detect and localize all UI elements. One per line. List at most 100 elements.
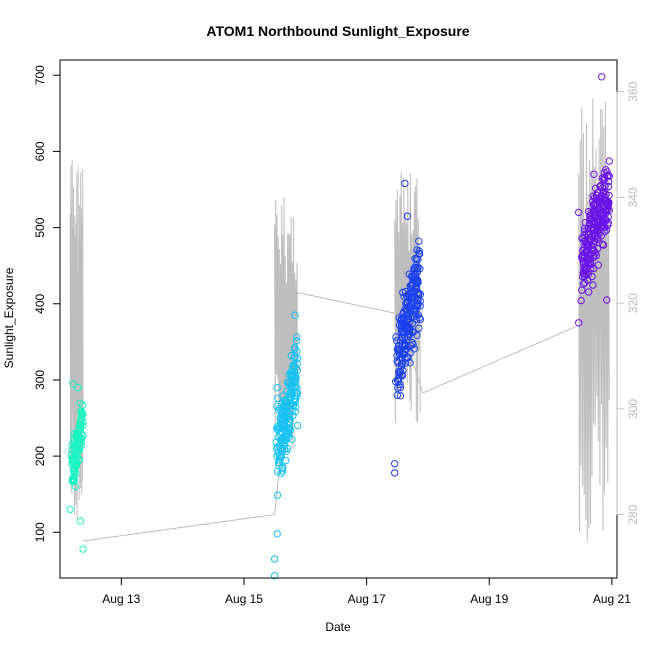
y-tick-label: 700 — [33, 65, 47, 85]
data-point — [415, 324, 423, 332]
data-point — [396, 383, 405, 392]
secondary-line — [82, 291, 582, 542]
y-axis-label: Sunlight_Exposure — [2, 267, 16, 368]
data-point — [594, 261, 602, 269]
secondary-spikes — [274, 196, 299, 454]
data-point — [293, 333, 301, 341]
data-point — [408, 319, 417, 328]
data-point — [600, 215, 609, 223]
x-tick-label: Aug 19 — [470, 592, 508, 606]
data-point — [416, 290, 424, 299]
points-layer — [66, 73, 613, 580]
data-point — [292, 382, 300, 391]
data-point — [292, 337, 301, 345]
data-point — [414, 263, 422, 272]
data-point — [280, 419, 289, 427]
x-tick-label: Aug 15 — [225, 592, 263, 606]
y-tick-label: 300 — [33, 370, 47, 390]
data-point — [71, 482, 80, 491]
data-point — [79, 421, 87, 430]
data-point — [273, 491, 282, 499]
data-point — [285, 429, 293, 437]
data-point — [77, 429, 86, 438]
data-point — [575, 319, 583, 327]
y-tick-label: 200 — [33, 446, 47, 466]
data-point — [416, 265, 424, 273]
data-point — [77, 438, 85, 446]
data-point — [593, 244, 602, 253]
data-point — [391, 469, 399, 477]
secondary-series-layer — [69, 98, 610, 542]
data-point — [292, 374, 300, 382]
data-point — [398, 371, 407, 380]
data-point — [396, 380, 404, 389]
x-tick-label: Aug 13 — [102, 592, 140, 606]
data-point — [588, 272, 596, 281]
data-point — [414, 277, 422, 285]
axes-layer: 100 200 300 400 500 600 700 Aug 13 Aug 15 Aug 17 A… — [33, 65, 640, 606]
data-point — [76, 421, 85, 430]
data-point — [283, 444, 292, 453]
data-point — [270, 572, 279, 580]
data-point — [276, 454, 284, 462]
data-point — [291, 311, 299, 319]
data-point — [75, 443, 84, 452]
data-point — [598, 73, 606, 81]
data-point — [403, 212, 412, 220]
data-point — [286, 425, 294, 433]
data-point — [605, 206, 613, 215]
data-point — [602, 226, 611, 234]
y2-tick-label: 360 — [626, 81, 640, 101]
data-point — [590, 170, 598, 179]
y2-tick-label: 340 — [626, 187, 640, 207]
data-point — [415, 247, 423, 255]
data-point — [589, 281, 597, 289]
data-point — [599, 184, 607, 192]
data-point — [273, 530, 281, 538]
data-point — [593, 232, 601, 240]
data-point — [284, 414, 292, 422]
data-point — [587, 264, 595, 273]
data-point — [293, 347, 301, 355]
data-point — [279, 392, 287, 400]
y-tick-label: 500 — [33, 217, 47, 237]
secondary-spikes — [394, 171, 421, 423]
data-point — [596, 181, 605, 190]
data-point — [76, 399, 85, 407]
data-point — [293, 360, 301, 368]
data-point — [604, 182, 613, 191]
data-point — [415, 250, 424, 258]
data-point — [604, 200, 612, 208]
data-point — [78, 414, 86, 423]
data-point — [592, 252, 600, 260]
x-tick-label: Aug 21 — [593, 592, 631, 606]
secondary-spikes — [69, 160, 84, 519]
data-point — [604, 202, 612, 210]
data-point — [79, 431, 87, 440]
data-point — [604, 178, 613, 186]
data-point — [284, 434, 292, 442]
data-point — [605, 191, 613, 200]
data-point — [585, 288, 593, 296]
data-point — [415, 237, 423, 245]
data-point — [598, 240, 606, 248]
data-point — [599, 241, 608, 249]
secondary-spikes — [578, 98, 610, 541]
y2-tick-label: 280 — [626, 504, 640, 524]
data-point — [592, 249, 600, 257]
data-point — [575, 208, 583, 217]
data-point — [291, 403, 300, 411]
data-point — [415, 314, 424, 322]
y-tick-label: 100 — [33, 522, 47, 542]
data-point — [280, 445, 289, 454]
data-point — [66, 505, 74, 514]
data-point — [590, 240, 598, 249]
data-point — [79, 545, 87, 553]
data-point — [79, 418, 87, 426]
x-axis-label: Date — [325, 620, 351, 634]
x-tick-label: Aug 17 — [348, 592, 386, 606]
data-point — [604, 221, 612, 229]
data-point — [293, 389, 302, 397]
data-point — [293, 392, 301, 400]
data-point — [396, 392, 405, 400]
